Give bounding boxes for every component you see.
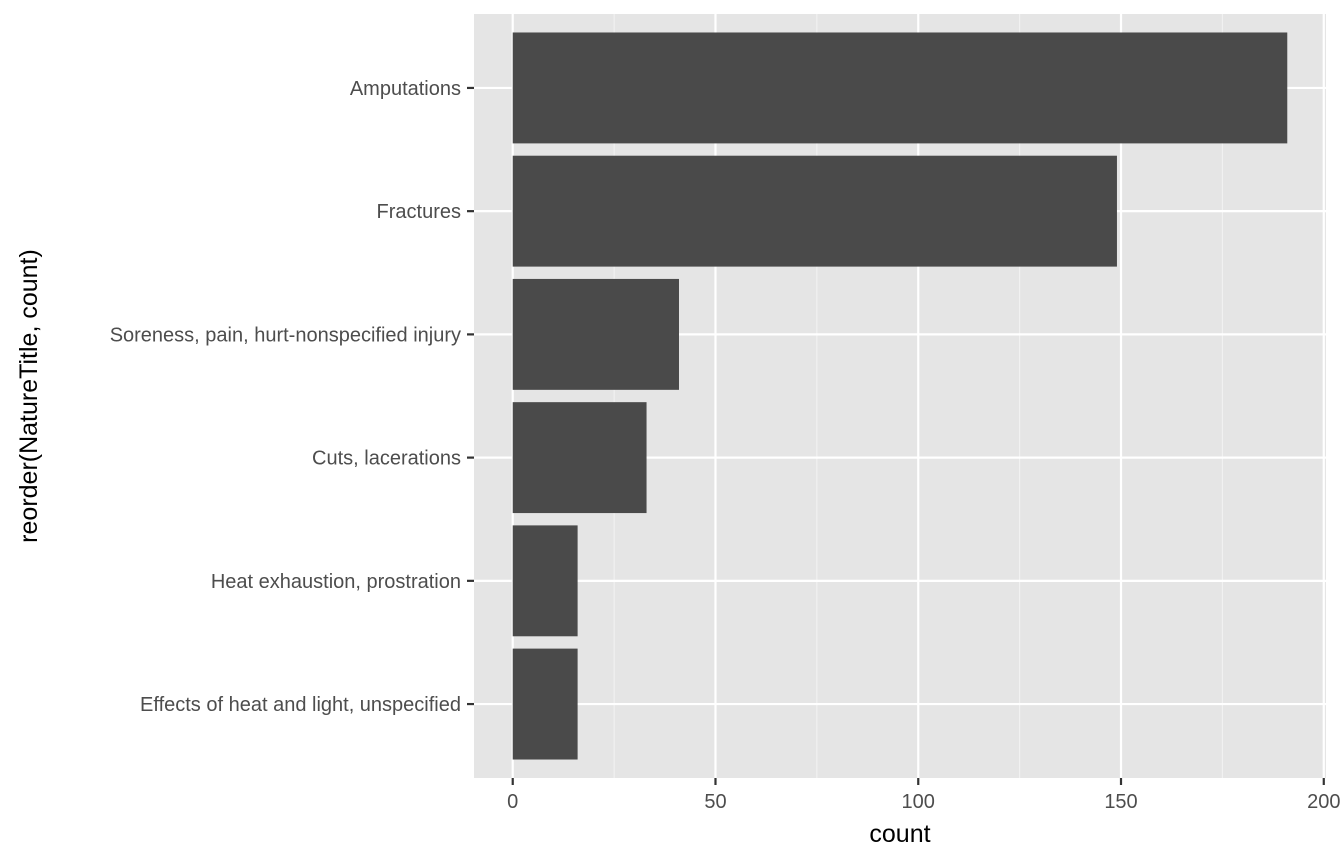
x-tick-label: 50 <box>704 791 726 813</box>
bar <box>512 525 578 637</box>
x-tick-label: 0 <box>507 791 518 813</box>
x-tick-label: 150 <box>1104 791 1137 813</box>
y-tick-label: Cuts, lacerations <box>312 448 461 470</box>
bar <box>512 402 647 514</box>
bar <box>512 648 578 760</box>
y-tick-label: Amputations <box>350 78 461 100</box>
y-tick-label: Soreness, pain, hurt-nonspecified injury <box>110 324 461 346</box>
bar <box>512 155 1117 267</box>
y-tick-label: Fractures <box>377 201 461 223</box>
x-axis-title: count <box>869 820 930 848</box>
y-tick-label: Effects of heat and light, unspecified <box>140 694 461 716</box>
x-axis: 0 50 100 150 200 <box>507 778 1340 813</box>
x-tick-label: 100 <box>902 791 935 813</box>
x-tick-label: 200 <box>1307 791 1340 813</box>
bar <box>512 278 679 390</box>
y-tick-label: Heat exhaustion, prostration <box>211 571 461 593</box>
y-axis-title: reorder(NatureTitle, count) <box>15 249 43 543</box>
y-axis: Amputations Fractures Soreness, pain, hurt… <box>110 78 474 716</box>
bar <box>512 32 1288 144</box>
bars <box>512 32 1288 760</box>
